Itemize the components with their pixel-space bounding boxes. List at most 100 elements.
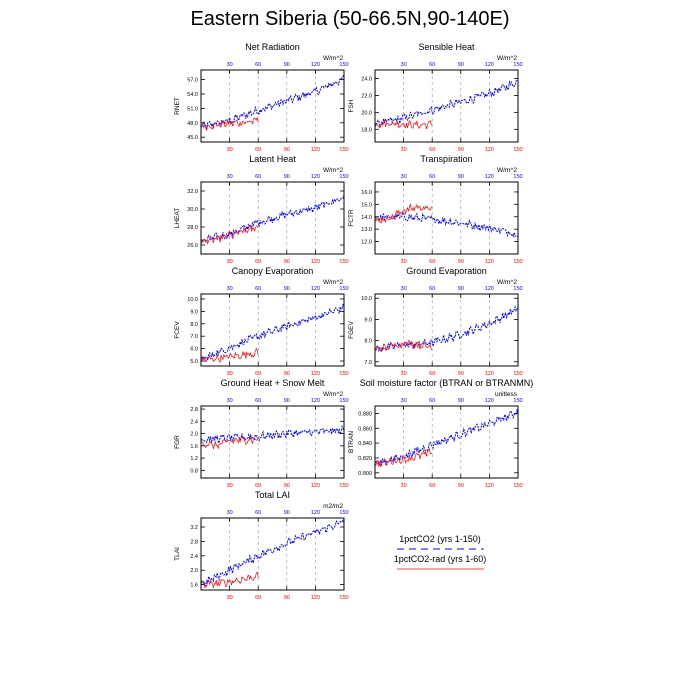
x-tick-label-bottom: 90	[458, 483, 464, 489]
x-tick-label-bottom: 90	[458, 259, 464, 265]
x-tick-label-bottom: 60	[255, 371, 261, 377]
y-tick-label: 28.0	[187, 225, 198, 231]
y-tick-label: 18.0	[361, 127, 372, 133]
plot-frame	[200, 69, 345, 143]
y-tick-label: 20.0	[361, 110, 372, 116]
x-tick-label-top: 30	[227, 286, 233, 292]
x-tick-label-bottom: 120	[311, 483, 320, 489]
x-tick-label-bottom: 90	[284, 595, 290, 601]
y-tick-label: 16.0	[361, 190, 372, 196]
x-tick-label-top: 120	[311, 286, 320, 292]
plot-frame	[200, 293, 345, 367]
series-line-series2	[374, 203, 433, 224]
y-tick-label: 24.0	[361, 76, 372, 82]
y-tick-label: 9.0	[190, 309, 198, 315]
x-tick-label-bottom: 60	[255, 483, 261, 489]
series-line-series2	[374, 447, 433, 468]
x-tick-label-bottom: 30	[227, 259, 233, 265]
y-tick-label: 32.0	[187, 189, 198, 195]
x-tick-label-bottom: 120	[485, 259, 494, 265]
y-tick-label: 0.8	[190, 468, 198, 474]
series-line-series1	[200, 194, 345, 244]
series-line-series1	[374, 80, 518, 128]
y-axis-label: TLAI	[174, 547, 181, 561]
x-tick-label-bottom: 90	[458, 147, 464, 153]
x-tick-label-bottom: 30	[227, 595, 233, 601]
y-tick-label: 0.880	[358, 411, 372, 417]
y-tick-label: 14.0	[361, 215, 372, 221]
y-tick-label: 1.2	[190, 456, 198, 462]
plot-frame	[374, 69, 519, 143]
units-label: unitless	[495, 391, 518, 398]
series-line-series2	[200, 347, 259, 363]
series-line-series2	[200, 225, 259, 245]
y-tick-label: 13.0	[361, 227, 372, 233]
series-line-series2	[200, 116, 259, 132]
x-tick-label-top: 120	[311, 62, 320, 68]
x-tick-label-top: 120	[311, 174, 320, 180]
x-tick-label-bottom: 30	[227, 371, 233, 377]
x-tick-label-top: 30	[227, 510, 233, 516]
y-axis-label: FGEV	[348, 320, 355, 338]
y-axis-label: BTRAN	[348, 431, 355, 453]
chart-panel: Canopy Evaporation W/m^2 5.0 6.0 7.0 8.0 9.0 10…	[174, 266, 349, 377]
y-tick-label: 12.0	[361, 240, 372, 246]
x-tick-label-top: 150	[513, 398, 522, 404]
y-tick-label: 2.8	[190, 539, 198, 545]
y-tick-label: 45.0	[187, 135, 198, 141]
units-label: W/m^2	[323, 55, 343, 62]
x-tick-label-bottom: 150	[513, 259, 522, 265]
x-tick-label-top: 150	[339, 286, 348, 292]
chart-panel: Transpiration W/m^2 12.0 13.0 14.0 15.0 16.0 30…	[348, 154, 523, 265]
chart-panel: Soil moisture factor (BTRAN or BTRANMN) u…	[348, 378, 533, 489]
chart-panel: Ground Heat + Snow Melt W/m^2 0.8 1.2 1.6 2.0…	[174, 378, 349, 489]
plot-frame	[374, 293, 519, 367]
units-label: W/m^2	[323, 279, 343, 286]
x-tick-label-bottom: 60	[429, 259, 435, 265]
x-tick-label-bottom: 90	[284, 259, 290, 265]
plot-frame	[200, 181, 345, 255]
x-tick-label-top: 90	[458, 62, 464, 68]
chart-title: Soil moisture factor (BTRAN or BTRANMN)	[360, 378, 534, 388]
x-tick-label-top: 60	[429, 286, 435, 292]
y-tick-label: 8.0	[190, 322, 198, 328]
x-tick-label-top: 150	[339, 510, 348, 516]
y-tick-label: 8.0	[364, 339, 372, 345]
legend-label-series2: 1pctCO2-rad (yrs 1-60)	[394, 554, 487, 564]
x-tick-label-bottom: 150	[513, 147, 522, 153]
y-tick-label: 0.820	[358, 456, 372, 462]
x-tick-label-top: 90	[284, 286, 290, 292]
chart-panel: Latent Heat W/m^2 26.0 28.0 30.0 32.0 30 30 60 60…	[174, 154, 349, 265]
x-tick-label-bottom: 60	[429, 147, 435, 153]
series-line-series2	[374, 340, 433, 352]
x-tick-label-bottom: 90	[284, 147, 290, 153]
x-tick-label-bottom: 90	[284, 371, 290, 377]
x-tick-label-top: 30	[227, 62, 233, 68]
x-tick-label-top: 30	[401, 286, 407, 292]
chart-title: Transpiration	[420, 154, 472, 164]
y-tick-label: 5.0	[190, 359, 198, 365]
y-axis-label: FCTR	[348, 209, 355, 227]
series-line-series1	[200, 303, 345, 362]
x-tick-label-bottom: 120	[485, 371, 494, 377]
plot-frame	[374, 181, 519, 255]
x-tick-label-top: 90	[458, 174, 464, 180]
y-tick-label: 26.0	[187, 243, 198, 249]
y-tick-label: 51.0	[187, 106, 198, 112]
y-tick-label: 2.8	[190, 407, 198, 413]
x-tick-label-top: 90	[284, 174, 290, 180]
units-label: W/m^2	[497, 55, 517, 62]
x-tick-label-top: 60	[255, 510, 261, 516]
x-tick-label-bottom: 60	[255, 147, 261, 153]
y-tick-label: 54.0	[187, 92, 198, 98]
chart-title: Ground Evaporation	[406, 266, 487, 276]
x-tick-label-top: 60	[429, 398, 435, 404]
x-tick-label-bottom: 30	[227, 147, 233, 153]
series-line-series1	[374, 211, 519, 238]
chart-panel: Ground Evaporation W/m^2 7.0 8.0 9.0 10.0 30 30…	[348, 266, 523, 377]
x-tick-label-bottom: 150	[513, 483, 522, 489]
x-tick-label-top: 60	[429, 174, 435, 180]
y-tick-label: 2.4	[190, 554, 198, 560]
x-tick-label-bottom: 120	[485, 483, 494, 489]
legend-label-series1: 1pctCO2 (yrs 1-150)	[399, 534, 481, 544]
